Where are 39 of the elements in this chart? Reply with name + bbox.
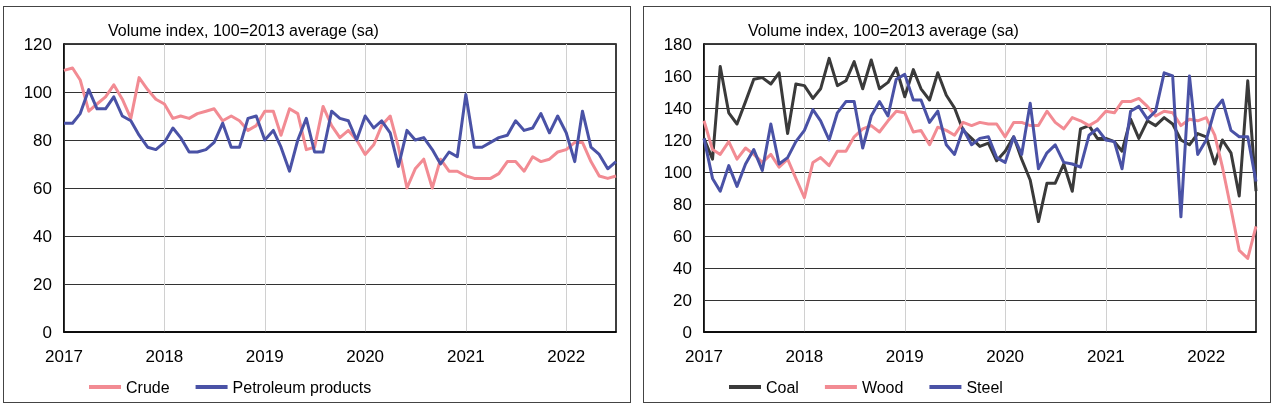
y-tick-label: 0 (682, 322, 692, 342)
legend-label: Crude (126, 378, 170, 396)
y-tick-label: 40 (673, 258, 692, 278)
y-tick-label: 60 (33, 178, 52, 198)
legend-label: Petroleum products (232, 378, 372, 396)
y-tick-label: 120 (663, 130, 692, 150)
legend-label: Wood (861, 378, 904, 396)
y-tick-label: 60 (673, 226, 692, 246)
y-tick-label: 180 (663, 34, 692, 54)
y-tick-label: 80 (33, 130, 52, 150)
x-tick-label: 2019 (885, 347, 924, 366)
x-tick-label: 2018 (785, 347, 824, 366)
legend-label: Steel (966, 378, 1003, 396)
y-tick-label: 40 (33, 226, 52, 246)
x-tick-label: 2021 (1086, 347, 1125, 366)
y-tick-label: 100 (23, 82, 52, 102)
y-tick-label: 100 (663, 162, 692, 182)
line-series (62, 66, 618, 190)
x-tick-label: 2020 (986, 347, 1025, 366)
line-series (702, 96, 1258, 260)
y-tick-label: 80 (673, 194, 692, 214)
x-tick-label: 2017 (45, 347, 83, 366)
y-axis-title: Volume index, 100=2013 average (sa) (748, 21, 1019, 39)
y-axis-title: Volume index, 100=2013 average (sa) (108, 21, 379, 39)
y-tick-label: 0 (42, 322, 52, 342)
x-tick-label: 2019 (245, 347, 284, 366)
x-tick-label: 2022 (547, 347, 586, 366)
line-series (62, 88, 618, 173)
y-tick-label: 140 (663, 98, 692, 118)
y-tick-label: 20 (673, 290, 692, 310)
x-tick-label: 2020 (346, 347, 385, 366)
legend-label: Coal (766, 378, 799, 396)
x-tick-label: 2022 (1187, 347, 1226, 366)
y-tick-label: 20 (33, 274, 52, 294)
y-tick-label: 120 (23, 34, 52, 54)
x-tick-label: 2018 (145, 347, 184, 366)
x-tick-label: 2021 (446, 347, 485, 366)
y-tick-label: 160 (663, 66, 692, 86)
x-tick-label: 2017 (685, 347, 723, 366)
